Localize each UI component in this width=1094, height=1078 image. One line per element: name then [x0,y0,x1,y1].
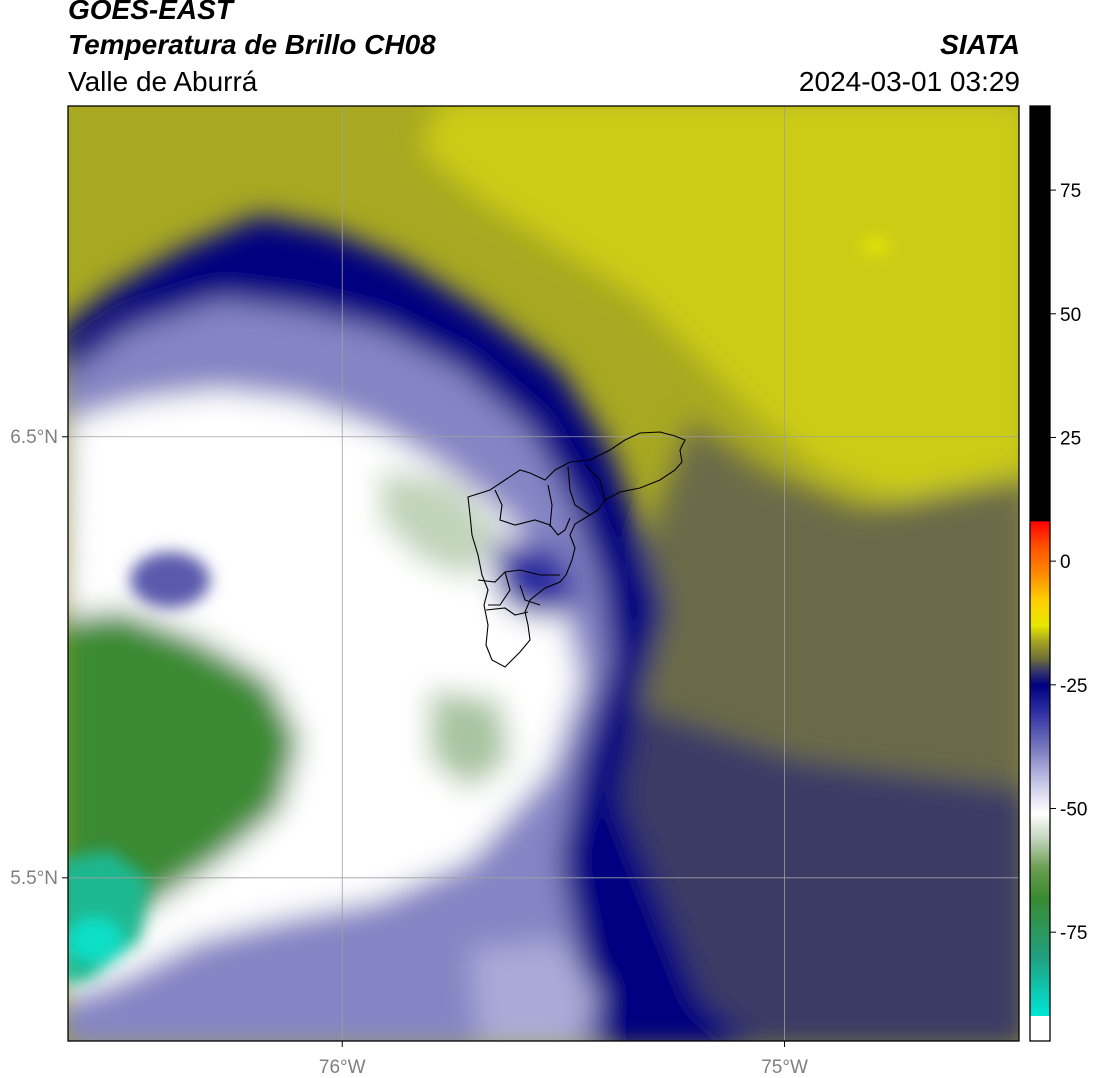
boundary-inner-4 [584,464,606,501]
boundary-inner-3 [567,466,599,516]
timestamp-label: 2024-03-01 03:29 [798,66,1020,97]
colorbar-tick-label-6: -75 [1060,923,1087,944]
boundary-inner-6 [488,571,511,606]
colorbar-bar [1030,106,1050,1041]
field-green-light-2 [430,690,510,790]
colorbar-tick-label-2: 25 [1060,428,1081,449]
colorbar-tick-label-5: -50 [1060,799,1087,820]
map-frame [67,105,1020,1042]
longitude-axis: 76°W 75°W [319,1041,808,1078]
latitude-axis: 6.5°N 5.5°N [10,427,68,889]
lat-tick-label-0: 6.5°N [10,427,58,448]
figure-title: GOES-EAST [68,0,233,25]
lon-tick-label-0: 76°W [319,1057,366,1078]
field-warm-spot [862,240,890,252]
field-white-core [240,450,360,550]
colorbar-tick-label-3: 0 [1060,552,1071,573]
lat-tick-label-1: 5.5°N [10,868,58,889]
boundary-inner-1 [494,489,571,536]
boundary-inner-7 [519,584,541,606]
boundary-inner-8 [485,607,529,616]
brightness-field [68,106,1019,1041]
field-cloud-south [470,940,600,1041]
colorbar-tick-label-1: 50 [1060,305,1081,326]
map-gridlines [68,106,1019,1041]
field-cold-spot-west [130,552,210,608]
colorbar-tick-label-0: 75 [1060,181,1081,202]
field-warm-yellow [420,106,1019,500]
lon-tick-label-1: 75°W [761,1057,808,1078]
colorbar-axis: 75 50 25 0 -25 -50 -75 [1050,181,1087,944]
colorbar-tick-label-4: -25 [1060,676,1087,697]
field-low-east [600,700,1019,1041]
field-cloud-east-band [490,540,580,620]
municipal-boundaries [467,431,686,668]
boundary-inner-2 [547,484,553,528]
field-green-light [380,470,500,580]
field-cyan-core [68,918,123,962]
colorbar-frame [1029,105,1051,1042]
figure-subtitle: Temperatura de Brillo CH08 [68,29,436,60]
agency-label: SIATA [940,29,1020,60]
boundary-outline [467,431,686,668]
boundary-inner-5 [477,569,560,583]
region-label: Valle de Aburrá [68,66,258,97]
